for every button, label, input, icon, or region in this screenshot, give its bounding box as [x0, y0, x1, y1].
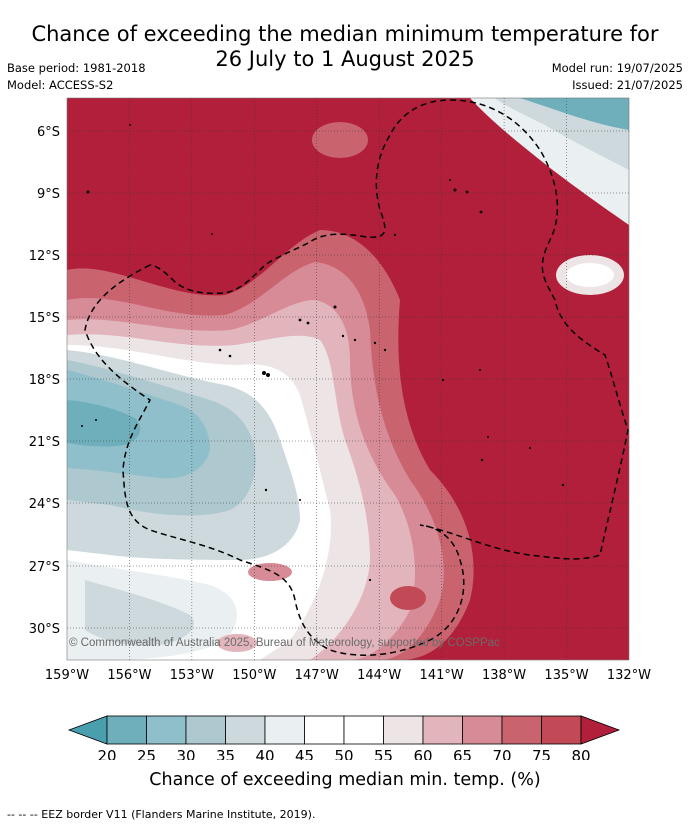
lon-label: 132°W	[607, 668, 651, 683]
colorbar-tick: 60	[413, 747, 432, 760]
colorbar-bin	[541, 715, 582, 745]
issued-date: Issued: 21/07/2025	[572, 78, 683, 92]
lon-label: 141°W	[420, 668, 464, 683]
colorbar-bin	[106, 715, 147, 745]
lat-label: 30°S	[29, 622, 60, 637]
colorbar-bin	[225, 715, 266, 745]
colorbar-label: Chance of exceeding median min. temp. (%…	[149, 770, 541, 790]
eez-border	[84, 99, 629, 656]
lat-label: 15°S	[29, 311, 60, 326]
lat-label: 12°S	[29, 249, 60, 264]
longitude-labels: 159°W 156°W 153°W 150°W 147°W 144°W 141°W 138°W…	[45, 668, 651, 683]
lat-label: 18°S	[29, 373, 60, 388]
lon-label: 138°W	[482, 668, 526, 683]
colorbar-tick: 75	[532, 747, 551, 760]
lon-label: 156°W	[107, 668, 151, 683]
map-field	[67, 98, 629, 660]
map-frame	[66, 97, 630, 661]
colorbar-bin	[501, 715, 542, 745]
colorbar-bin	[264, 715, 305, 745]
map-title: Chance of exceeding the median minimum t…	[0, 22, 690, 72]
lat-label: 9°S	[37, 187, 60, 202]
colorbar-bin	[185, 715, 226, 745]
colorbar-tick: 80	[571, 747, 590, 760]
colorbar-tick: 25	[137, 747, 156, 760]
colorbar-bin	[304, 715, 345, 745]
colorbar-bin	[343, 715, 384, 745]
colorbar-bin	[383, 715, 424, 745]
latitude-labels: 6°S 9°S 12°S 15°S 18°S 21°S 24°S 27°S 30°S	[29, 125, 60, 637]
colorbar-tick: 30	[176, 747, 195, 760]
colorbar-tick: 40	[255, 747, 274, 760]
colorbar-high-extension	[580, 715, 621, 745]
base-period: Base period: 1981-2018	[7, 61, 146, 75]
lat-label: 6°S	[37, 125, 60, 140]
lat-label: 27°S	[29, 560, 60, 575]
colorbar-low-extension	[67, 715, 108, 745]
colorbar-bin	[462, 715, 503, 745]
colorbar-tick: 65	[453, 747, 472, 760]
probability-map: © Commonwealth of Australia 2025, Bureau…	[29, 97, 651, 760]
colorbar-tick: 50	[334, 747, 353, 760]
lon-label: 159°W	[45, 668, 89, 683]
lon-label: 135°W	[544, 668, 588, 683]
islands	[81, 124, 565, 582]
lon-label: 153°W	[170, 668, 214, 683]
lat-label: 21°S	[29, 435, 60, 450]
colorbar: 20 25 30 35 40 45 50 55 60 65 70 75 80	[67, 715, 621, 760]
model-name: Model: ACCESS-S2	[7, 78, 114, 92]
meta-right: Model run: 19/07/2025 Issued: 21/07/2025	[552, 60, 683, 94]
graticule	[67, 98, 629, 660]
colorbar-tick: 55	[374, 747, 393, 760]
lon-label: 144°W	[357, 668, 401, 683]
copyright-text: © Commonwealth of Australia 2025, Bureau…	[69, 637, 500, 649]
lat-label: 24°S	[29, 497, 60, 512]
lon-label: 147°W	[295, 668, 339, 683]
model-run: Model run: 19/07/2025	[551, 61, 683, 75]
eez-footnote: -- -- -- EEZ border V11 (Flanders Marine…	[7, 808, 316, 821]
colorbar-tick: 45	[295, 747, 314, 760]
colorbar-tick: 20	[97, 747, 116, 760]
title-line-1: Chance of exceeding the median minimum t…	[31, 22, 659, 46]
colorbar-bin	[422, 715, 463, 745]
colorbar-tick: 35	[216, 747, 235, 760]
title-line-2: 26 July to 1 August 2025	[215, 47, 475, 71]
colorbar-tick: 70	[492, 747, 511, 760]
colorbar-bin	[146, 715, 187, 745]
lon-label: 150°W	[232, 668, 276, 683]
meta-left: Base period: 1981-2018 Model: ACCESS-S2	[7, 60, 146, 94]
